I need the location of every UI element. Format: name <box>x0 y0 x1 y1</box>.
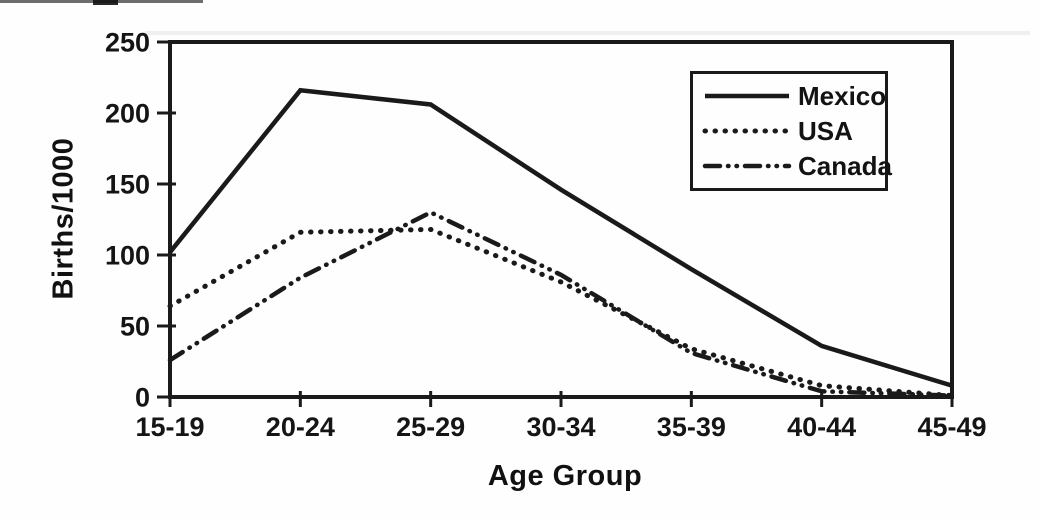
x-tick-label: 15-19 <box>135 412 204 442</box>
legend-label: Mexico <box>798 80 887 111</box>
series-line-mexico <box>168 87 953 388</box>
legend-item-usa: USA <box>701 118 885 144</box>
x-tick-label: 35-39 <box>657 412 726 442</box>
legend-label: USA <box>798 115 853 146</box>
y-tick-label: 200 <box>105 99 150 129</box>
legend-line-sample-dotted <box>702 128 792 134</box>
legend-label: Canada <box>798 151 892 182</box>
y-tick-label: 100 <box>105 241 150 271</box>
series-line-canada <box>167 209 955 398</box>
legend-item-canada: Canada <box>701 153 892 179</box>
legend-line-sample-dash-dot <box>702 164 792 169</box>
x-tick-label: 30-34 <box>526 412 595 442</box>
x-tick-label: 20-24 <box>266 412 335 442</box>
x-tick-label: 40-44 <box>787 412 856 442</box>
legend-line-sample-solid <box>705 93 789 98</box>
x-axis-title: Age Group <box>487 460 643 492</box>
series-line-usa <box>167 226 955 399</box>
scan-artifact-top-blob <box>93 0 118 5</box>
legend: Mexico USA Canada <box>690 71 892 191</box>
x-tick-label: 25-29 <box>396 412 465 442</box>
y-tick-label: 0 <box>135 383 150 413</box>
x-tick-label: 45-49 <box>917 412 986 442</box>
scan-artifact-streak <box>145 31 1030 35</box>
y-tick-label: 50 <box>120 312 150 342</box>
y-tick-label: 250 <box>105 28 150 58</box>
legend-item-mexico: Mexico <box>701 80 887 111</box>
y-axis-title: Births/1000 <box>47 137 80 300</box>
y-tick-label: 150 <box>105 170 150 200</box>
